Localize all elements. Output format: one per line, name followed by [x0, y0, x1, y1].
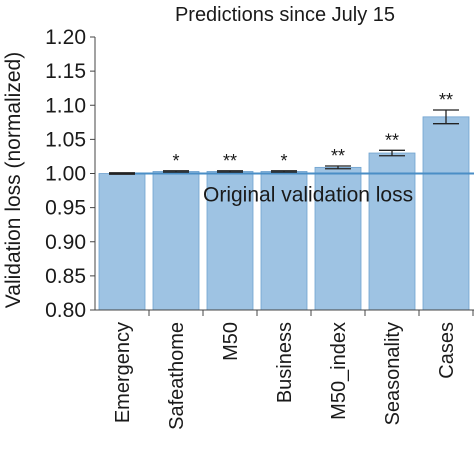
significance-marker: * [280, 151, 287, 171]
x-ticks: Emergency Safeathome M50 Business M50_index S… [112, 310, 474, 430]
y-tick-label: 1.20 [45, 26, 86, 49]
x-tick-label: Cases [436, 322, 458, 379]
bar-seasonality [368, 152, 416, 311]
bar-m50 [206, 171, 254, 311]
chart-title: Predictions since July 15 [175, 4, 395, 26]
bars [98, 116, 470, 311]
bar-cases [422, 116, 470, 311]
bar-emergency [98, 173, 146, 311]
y-axis-label-group: Validation loss (normalized) [2, 52, 25, 308]
significance-markers: ************ [172, 90, 453, 171]
reference-line-label: Original validation loss [203, 184, 413, 207]
bar-safeathome [152, 171, 200, 311]
significance-marker: ** [331, 146, 345, 166]
y-tick-label: 0.90 [45, 231, 86, 254]
reference-line-group: Original validation loss [110, 172, 474, 207]
y-tick-label: 1.15 [45, 60, 86, 83]
significance-marker: ** [439, 90, 453, 110]
x-tick-label: M50 [220, 322, 242, 361]
y-tick-label: 0.80 [45, 299, 86, 322]
y-tick-label: 1.00 [45, 163, 86, 186]
significance-marker: ** [223, 151, 237, 171]
significance-marker: ** [385, 130, 399, 150]
x-tick-label: Safeathome [166, 322, 188, 430]
x-tick-label: Business [274, 322, 296, 403]
y-ticks: 0.80 0.85 0.90 0.95 1.00 1.05 1.10 1.15 1.20 [45, 26, 95, 322]
y-tick-label: 1.10 [45, 94, 86, 117]
x-tick-label: Emergency [112, 322, 134, 423]
significance-marker: * [172, 151, 179, 171]
y-tick-label: 0.95 [45, 197, 86, 220]
y-tick-label: 0.85 [45, 265, 86, 288]
x-tick-label: M50_index [328, 322, 350, 420]
error-bars [109, 109, 459, 175]
x-tick-label: Seasonality [382, 322, 404, 425]
y-axis-label: Validation loss (normalized) [2, 52, 25, 308]
y-tick-label: 1.05 [45, 128, 86, 151]
